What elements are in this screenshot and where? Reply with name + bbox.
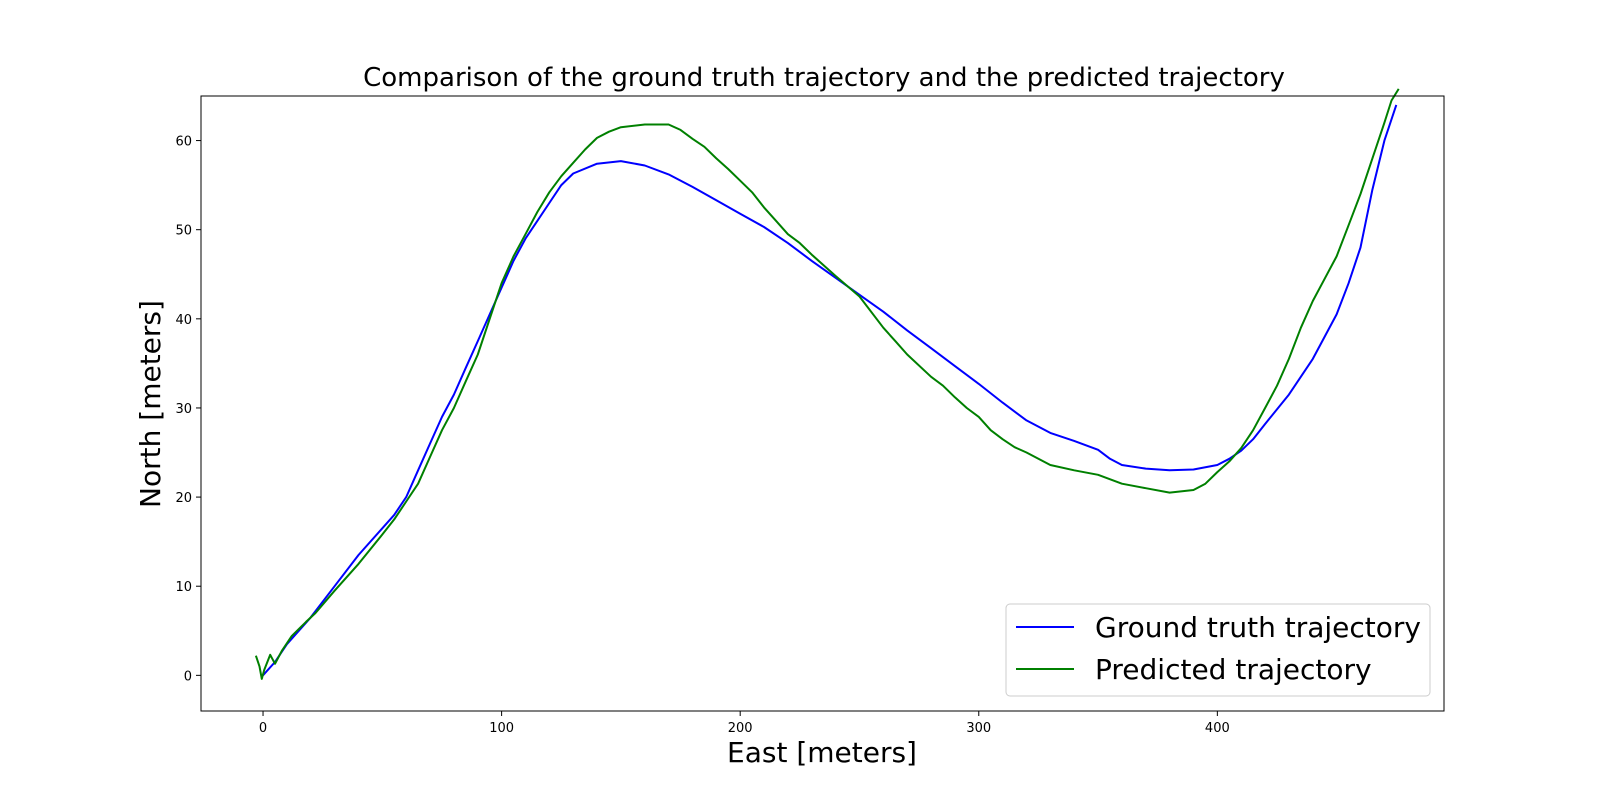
x-axis-label: East [meters] (727, 736, 917, 769)
plot-frame (200, 95, 1445, 712)
x-tick-label: 100 (489, 721, 514, 736)
chart-title: Comparison of the ground truth trajector… (363, 63, 1285, 93)
x-axis-ticks: 0 100 200 300 400 (259, 711, 1230, 736)
series-line-ground-truth (262, 104, 1398, 676)
y-axis-label: North [meters] (134, 300, 167, 508)
series-line-predicted (254, 88, 1400, 680)
x-tick-label: 300 (966, 721, 991, 736)
legend-label-predicted: Predicted trajectory (1095, 653, 1372, 686)
x-tick-label: 200 (728, 721, 753, 736)
y-tick-label: 60 (175, 135, 192, 150)
y-tick-label: 20 (175, 491, 192, 506)
x-tick-label: 0 (259, 721, 267, 736)
y-tick-label: 0 (184, 669, 192, 684)
legend-label-ground-truth: Ground truth trajectory (1095, 611, 1421, 644)
y-tick-label: 40 (175, 313, 192, 328)
legend-box (1005, 603, 1431, 697)
x-tick-label: 400 (1205, 721, 1230, 736)
y-tick-label: 30 (175, 402, 192, 417)
plot-area (254, 88, 1400, 680)
y-tick-label: 10 (175, 580, 192, 595)
y-tick-label: 50 (175, 224, 192, 239)
y-axis-ticks: 0 10 20 30 40 50 60 (175, 135, 201, 684)
legend: Ground truth trajectory Predicted trajec… (1005, 603, 1431, 697)
